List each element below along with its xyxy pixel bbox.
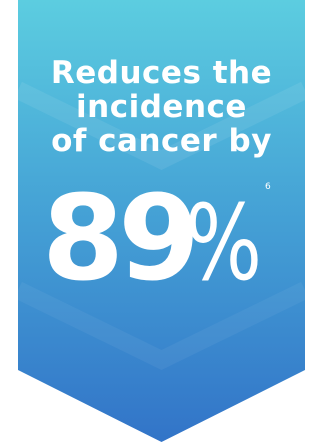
stat-percent-sign: %	[185, 182, 263, 304]
stat-figure: 89 % 6	[0, 178, 323, 308]
headline: Reduces the incidence of cancer by	[0, 56, 323, 158]
headline-line-3: of cancer by	[51, 123, 272, 159]
headline-line-1: Reduces the	[50, 55, 273, 91]
headline-line-2: incidence	[76, 89, 247, 125]
stat-value: 89	[42, 169, 200, 307]
footnote-reference: 6	[265, 182, 271, 192]
